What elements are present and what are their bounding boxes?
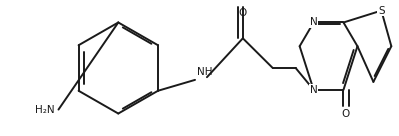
Text: O: O bbox=[239, 8, 247, 18]
Text: S: S bbox=[378, 6, 385, 16]
Text: H₂N: H₂N bbox=[35, 105, 55, 115]
Text: N: N bbox=[310, 85, 318, 95]
Text: NH: NH bbox=[197, 67, 213, 77]
Text: N: N bbox=[310, 17, 318, 27]
Text: O: O bbox=[342, 109, 350, 119]
